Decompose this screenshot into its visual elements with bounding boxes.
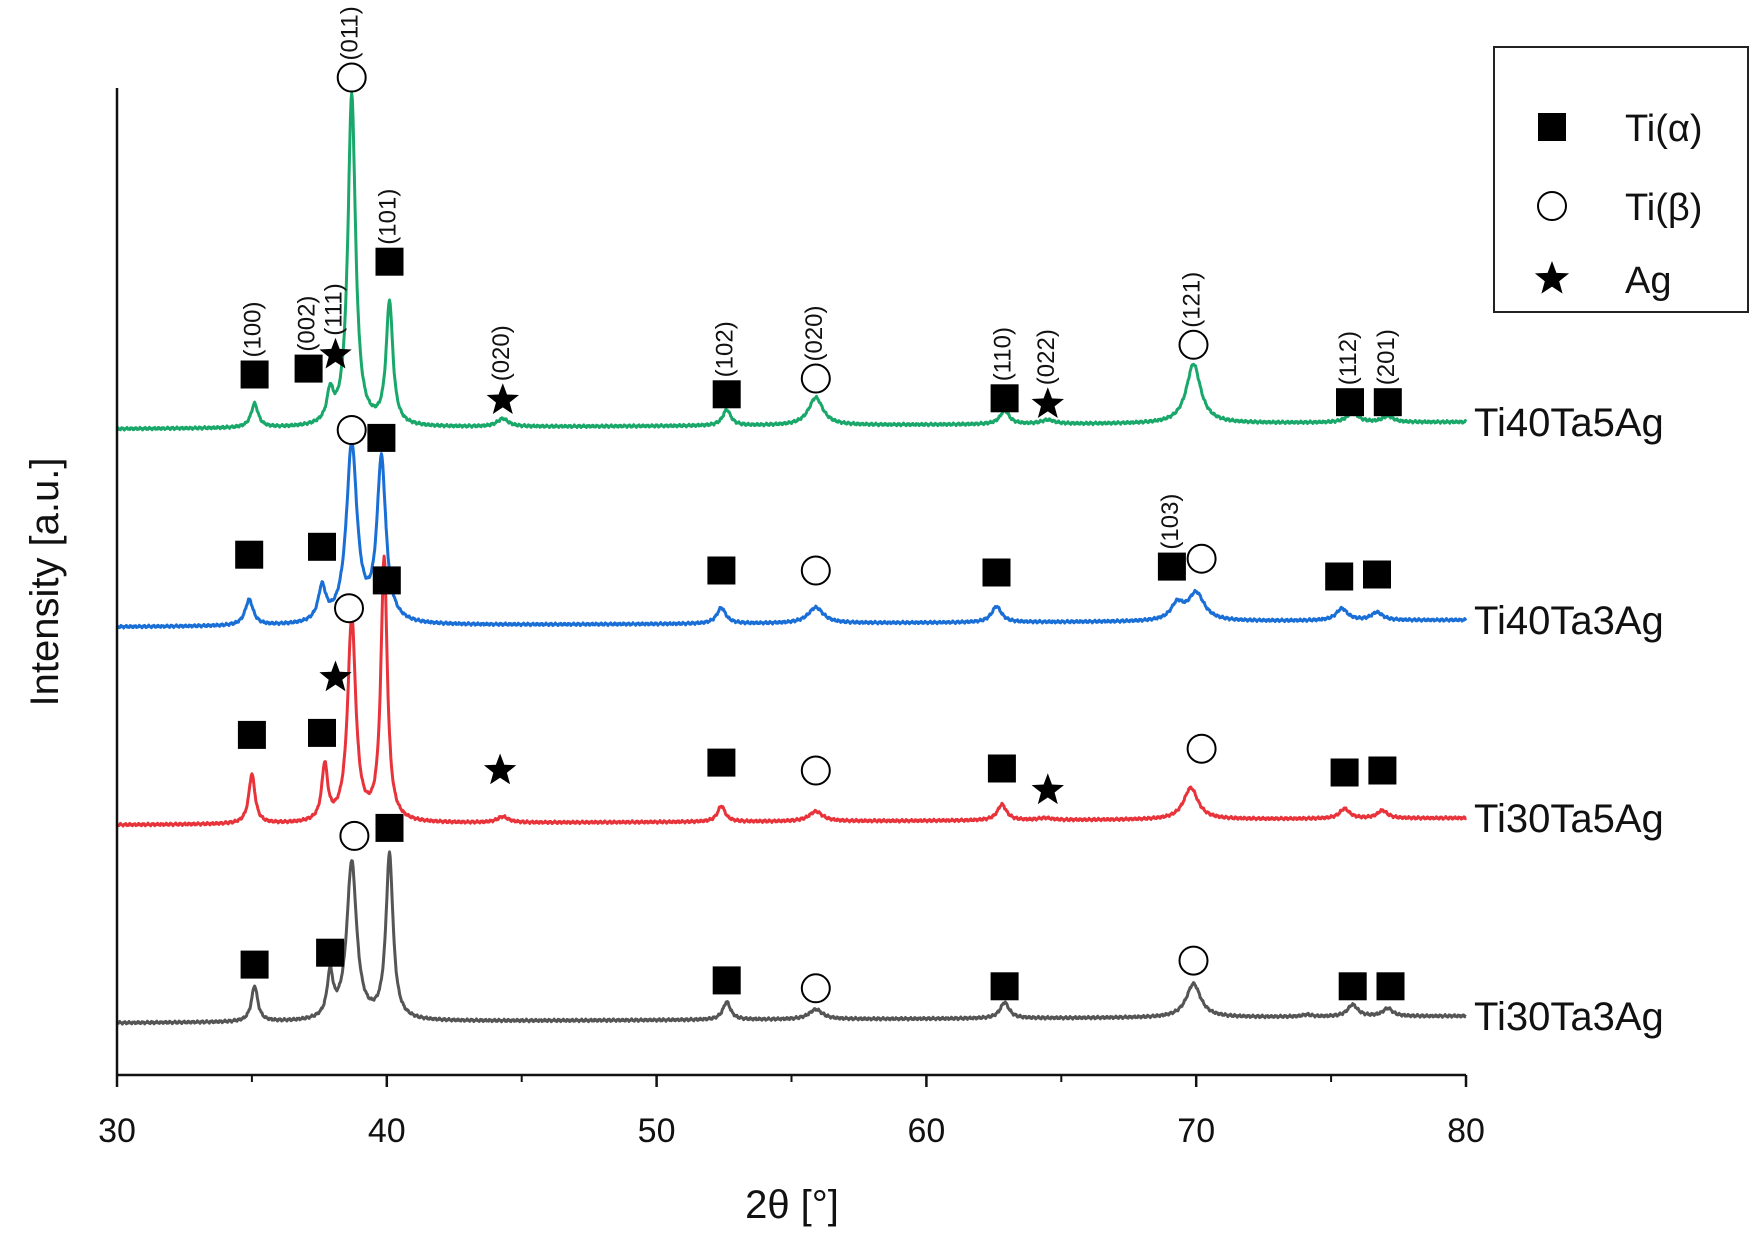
series-label: Ti30Ta3Ag	[1474, 995, 1664, 1039]
ti-beta-marker	[1186, 543, 1217, 574]
x-tick-label: 80	[1447, 1112, 1485, 1150]
ti-beta-marker	[339, 820, 370, 851]
ti-alpha-marker	[372, 566, 401, 595]
ti-beta-marker	[334, 593, 364, 624]
ti-beta-marker	[336, 62, 367, 93]
hkl-label: (022)	[1033, 329, 1060, 385]
ti-beta-marker	[800, 363, 831, 394]
x-tick-label: 40	[368, 1112, 406, 1150]
legend-label-ag: Ag	[1625, 260, 1671, 302]
hkl-label: (020)	[801, 305, 828, 361]
x-axis-label: 2θ [°]	[745, 1183, 839, 1227]
legend-star-marker	[1534, 261, 1570, 294]
ag-marker	[319, 337, 352, 369]
hkl-label: (102)	[712, 321, 739, 377]
ag-marker	[486, 383, 519, 414]
ti-beta-marker	[1186, 733, 1217, 764]
series-line-ti30ta3ag	[115, 850, 1467, 1026]
hkl-label: (011)	[337, 6, 364, 60]
ti-alpha-marker	[1325, 562, 1354, 591]
legend-circle-marker	[1537, 191, 1567, 221]
ti-alpha-marker	[1336, 388, 1364, 417]
series-labels: Ti40Ta5Ag Ti40Ta3Ag Ti30Ta5Ag Ti30Ta3Ag	[1474, 401, 1664, 1039]
ti-alpha-marker	[316, 938, 345, 967]
hkl-label: (002)	[294, 296, 321, 352]
ti-alpha-marker	[982, 558, 1011, 587]
ti-beta-marker	[800, 555, 831, 586]
ti-alpha-marker	[375, 813, 404, 842]
ti-alpha-marker	[1330, 758, 1359, 787]
ti-alpha-marker	[294, 354, 323, 383]
ag-marker	[1031, 773, 1064, 805]
series-line-ti40ta3ag	[115, 440, 1468, 630]
hkl-label: (111)	[321, 283, 348, 335]
hkl-label: (101)	[375, 189, 402, 245]
hkl-label: (201)	[1373, 329, 1400, 385]
ti-alpha-marker	[235, 540, 264, 569]
ag-marker	[1031, 387, 1064, 418]
hkl-label: (103)	[1157, 494, 1184, 550]
ti-alpha-marker	[1368, 756, 1397, 785]
series-label: Ti40Ta5Ag	[1474, 401, 1664, 445]
ti-alpha-marker	[240, 360, 269, 389]
x-tick-label: 60	[907, 1112, 945, 1150]
ti-beta-marker	[800, 973, 831, 1004]
x-tick-label: 70	[1177, 1112, 1215, 1150]
hkl-label: (121)	[1179, 272, 1206, 328]
ti-alpha-marker	[707, 748, 736, 777]
ti-beta-marker	[1178, 945, 1209, 976]
ti-alpha-marker	[375, 247, 404, 276]
ti-alpha-marker	[990, 384, 1019, 413]
ti-alpha-marker	[1338, 972, 1367, 1001]
phase-markers	[235, 62, 1405, 1004]
x-ticks: 30 40 50 60 70 80	[98, 1075, 1485, 1150]
ti-alpha-marker	[707, 556, 736, 585]
ti-beta-marker	[336, 415, 367, 445]
ti-beta-marker	[1178, 329, 1209, 360]
legend-label-ti-alpha: Ti(α)	[1625, 108, 1703, 150]
ti-alpha-marker	[1373, 388, 1402, 417]
ti-beta-marker	[800, 755, 831, 786]
ti-alpha-marker	[1376, 972, 1405, 1001]
hkl-labels: (100) (002) (111) (011) (101) (020) (102) (020)…	[240, 6, 1400, 549]
ti-alpha-marker	[1363, 560, 1391, 589]
hkl-label: (112)	[1335, 331, 1362, 385]
hkl-label: (100)	[240, 301, 267, 357]
ag-marker	[483, 753, 517, 785]
ti-alpha-marker	[712, 966, 741, 995]
ti-alpha-marker	[990, 972, 1019, 1001]
x-tick-label: 50	[638, 1112, 676, 1150]
ti-alpha-marker	[367, 423, 396, 452]
x-tick-label: 30	[98, 1112, 136, 1150]
ti-alpha-marker	[308, 532, 336, 561]
y-axis-label: Intensity [a.u.]	[23, 457, 67, 706]
ti-alpha-marker	[240, 950, 269, 979]
ti-alpha-marker	[237, 720, 266, 749]
ti-alpha-marker	[308, 718, 336, 747]
series-line-ti30ta5ag	[115, 554, 1467, 828]
series-label: Ti30Ta5Ag	[1474, 797, 1664, 841]
ti-alpha-marker	[987, 754, 1016, 783]
ti-alpha-marker	[1157, 552, 1186, 581]
hkl-label: (110)	[990, 327, 1017, 381]
legend-square-marker	[1538, 113, 1566, 141]
hkl-label: (020)	[488, 325, 515, 381]
ag-marker	[319, 660, 352, 692]
series-label: Ti40Ta3Ag	[1474, 599, 1664, 643]
legend: Ti(α) Ti(β) Ag	[1493, 46, 1749, 313]
legend-label-ti-beta: Ti(β)	[1625, 187, 1702, 229]
ti-alpha-marker	[712, 380, 741, 409]
legend-box	[1493, 46, 1749, 313]
